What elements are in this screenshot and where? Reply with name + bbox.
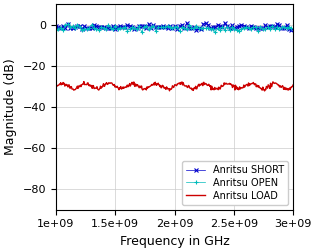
Y-axis label: Magnitude (dB): Magnitude (dB)	[4, 58, 17, 155]
Anritsu OPEN	[54, 29, 58, 32]
X-axis label: Frequency in GHz: Frequency in GHz	[120, 235, 229, 248]
Anritsu OPEN	[197, 27, 201, 30]
Anritsu OPEN	[66, 23, 70, 26]
Anritsu OPEN	[275, 25, 279, 28]
Anritsu LOAD	[83, 83, 87, 86]
Anritsu SHORT	[54, 24, 58, 27]
Line: Anritsu SHORT: Anritsu SHORT	[54, 21, 294, 32]
Anritsu SHORT	[185, 21, 189, 24]
Anritsu LOAD	[82, 80, 86, 83]
Legend: Anritsu SHORT, Anritsu OPEN, Anritsu LOAD: Anritsu SHORT, Anritsu OPEN, Anritsu LOA…	[182, 161, 288, 205]
Line: Anritsu OPEN: Anritsu OPEN	[54, 22, 294, 34]
Anritsu OPEN	[282, 25, 286, 28]
Anritsu OPEN	[289, 26, 293, 29]
Anritsu LOAD	[291, 83, 295, 86]
Anritsu LOAD	[204, 82, 208, 85]
Anritsu LOAD	[263, 89, 266, 92]
Anritsu OPEN	[213, 31, 217, 34]
Line: Anritsu LOAD: Anritsu LOAD	[56, 82, 293, 91]
Anritsu SHORT	[289, 28, 293, 31]
Anritsu LOAD	[54, 84, 58, 87]
Anritsu SHORT	[99, 25, 103, 28]
Anritsu SHORT	[194, 28, 198, 32]
Anritsu SHORT	[275, 23, 279, 26]
Anritsu OPEN	[111, 28, 115, 31]
Anritsu LOAD	[227, 82, 231, 85]
Anritsu SHORT	[175, 27, 179, 30]
Anritsu OPEN	[178, 29, 181, 32]
Anritsu SHORT	[199, 27, 203, 30]
Anritsu SHORT	[109, 26, 112, 29]
Anritsu SHORT	[282, 26, 286, 29]
Anritsu OPEN	[102, 26, 106, 29]
Anritsu LOAD	[132, 80, 136, 83]
Anritsu LOAD	[149, 85, 152, 88]
Anritsu LOAD	[226, 83, 230, 86]
